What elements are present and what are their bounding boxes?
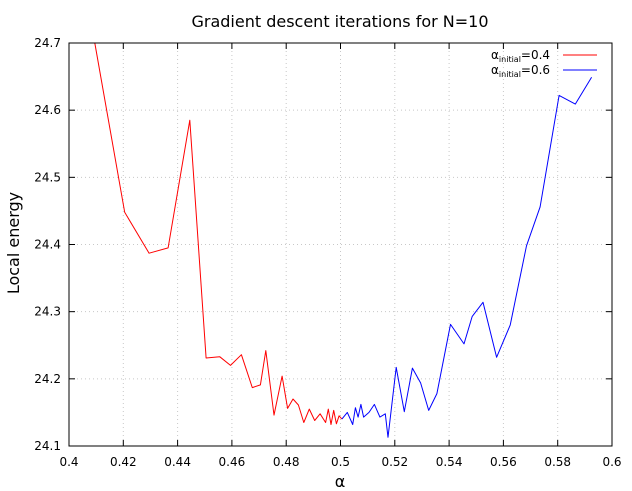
series-line-2	[341, 77, 593, 438]
y-tick-label: 24.2	[34, 372, 61, 386]
y-tick-label: 24.7	[34, 36, 61, 50]
x-tick-label: 0.44	[164, 455, 191, 469]
y-tick-label: 24.5	[34, 170, 61, 184]
grid-lines	[69, 43, 612, 446]
y-tick-label: 24.6	[34, 103, 61, 117]
x-tick-label: 0.56	[490, 455, 517, 469]
y-tick-label: 24.1	[34, 439, 61, 453]
x-tick-label: 0.46	[219, 455, 246, 469]
x-axis-label: α	[335, 472, 346, 491]
legend-label-1: αinitial=0.4	[491, 48, 550, 64]
legend-label-2: αinitial=0.6	[491, 63, 550, 79]
x-tick-label: 0.4	[59, 455, 78, 469]
x-tick-label: 0.54	[436, 455, 463, 469]
x-tick-label: 0.42	[110, 455, 137, 469]
x-tick-label: 0.58	[544, 455, 571, 469]
x-tick-label: 0.48	[273, 455, 300, 469]
y-tick-label: 24.4	[34, 238, 61, 252]
series-layer	[94, 42, 593, 438]
y-axis-label: Local energy	[4, 192, 23, 294]
axis-ticks: 0.4 0.42 0.44 0.46 0.48 0.5 0.52 0.54 0.56 0.58 0.…	[34, 36, 621, 469]
y-tick-label: 24.3	[34, 305, 61, 319]
series-line-1	[94, 42, 343, 425]
x-tick-label: 0.5	[331, 455, 350, 469]
x-tick-label: 0.6	[602, 455, 621, 469]
x-tick-label: 0.52	[381, 455, 408, 469]
chart-title: Gradient descent iterations for N=10	[191, 12, 488, 31]
